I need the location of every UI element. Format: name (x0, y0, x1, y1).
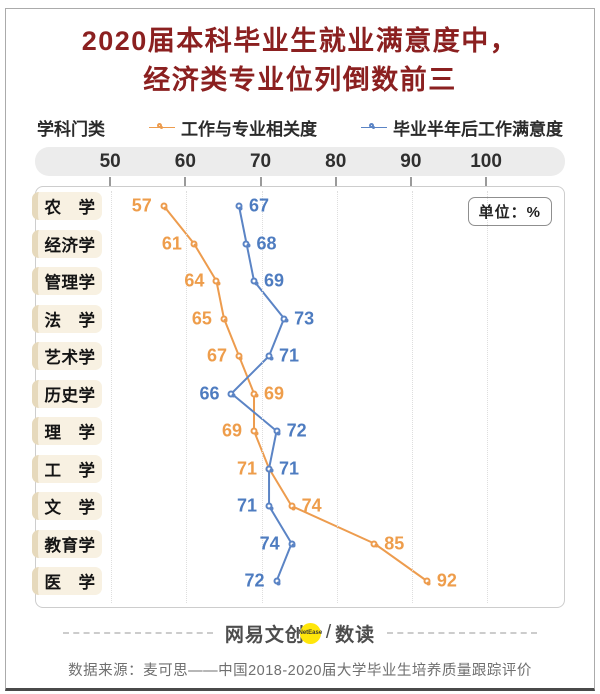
x-axis-tick-label: 50 (99, 151, 121, 172)
satisfaction-value-label: 71 (279, 345, 300, 366)
satisfaction-value-label: 71 (279, 458, 300, 478)
category-pill: 教育学 (32, 529, 102, 558)
x-axis-tick-mark (334, 177, 337, 186)
relevance-value-label: 69 (221, 420, 243, 441)
x-axis-tick-label: 80 (325, 151, 347, 172)
satisfaction-data-point (288, 540, 296, 548)
satisfaction-data-point (265, 352, 274, 360)
satisfaction-value-label: 67 (248, 195, 269, 216)
legend: 学科门类 工作与专业相关度 毕业半年后工作满意度 (37, 114, 563, 140)
x-axis-ticks (35, 176, 565, 186)
relevance-data-point (160, 202, 168, 210)
x-axis-tick-mark (184, 177, 187, 186)
brand-separator: / (325, 622, 333, 643)
blue-series-marker-icon (361, 122, 387, 133)
satisfaction-value-label: 72 (286, 420, 307, 441)
relevance-value-label: 57 (131, 195, 152, 216)
x-axis-tick-mark (485, 177, 488, 186)
category-pill: 理 学 (32, 417, 102, 445)
satisfaction-value-label: 71 (237, 495, 258, 516)
unit-badge: 单位：% (467, 197, 552, 226)
relevance-data-point (235, 352, 243, 360)
footer-brand-row: 网易文创 NetEase / 数读 (0, 620, 600, 646)
satisfaction-data-point (265, 502, 274, 510)
x-axis-bar: 50 60 70 80 90 100 (35, 147, 565, 176)
relevance-value-label: 69 (264, 383, 285, 403)
x-axis-tick-mark (409, 177, 412, 186)
vertical-gridline (336, 191, 338, 603)
dashed-divider-left (62, 632, 213, 634)
netease-yellow-logo-icon: NetEase (299, 622, 322, 644)
satisfaction-data-point (250, 277, 258, 285)
plot-area: 单位：% 农 学经济学管理学法 学艺术学历史学理 学工 学文 学教育学医 学 57… (32, 186, 565, 608)
x-axis-tick-label: 70 (249, 151, 272, 172)
category-pill: 文 学 (32, 492, 102, 520)
satisfaction-data-point (235, 202, 243, 210)
x-axis-tick-label: 60 (174, 151, 196, 172)
relevance-data-point (220, 315, 228, 323)
satisfaction-data-point (227, 390, 236, 398)
category-pill: 农 学 (32, 192, 102, 220)
legend-item-satisfaction: 毕业半年后工作满意度 (361, 115, 563, 140)
satisfaction-data-point (242, 240, 251, 248)
category-pill: 法 学 (32, 304, 102, 333)
relevance-value-label: 64 (184, 270, 205, 291)
chart-title: 2020届本科毕业生就业满意度中， 经济类专业位列倒数前三 (0, 22, 600, 100)
chart-title-line2: 经济类专业位列倒数前三 (143, 65, 457, 95)
orange-series-marker-icon (149, 122, 175, 133)
relevance-data-point (250, 427, 258, 435)
relevance-value-label: 67 (206, 345, 227, 366)
dashed-divider-right (387, 632, 538, 634)
legend-label-satisfaction: 毕业半年后工作满意度 (393, 119, 563, 139)
satisfaction-value-label: 66 (199, 383, 220, 403)
satisfaction-value-label: 72 (244, 570, 265, 591)
legend-item-relevance: 工作与专业相关度 (149, 115, 317, 140)
category-pill: 历史学 (32, 379, 102, 408)
x-axis-tick-label: 100 (470, 151, 502, 172)
data-source-note: 数据来源：麦可思——中国2018-2020届大学毕业生培养质量跟踪评价 (68, 663, 532, 679)
category-axis-label: 学科门类 (37, 119, 105, 139)
relevance-value-label: 85 (384, 533, 405, 553)
satisfaction-value-label: 69 (264, 270, 285, 291)
satisfaction-data-point (273, 577, 281, 585)
category-pill: 管理学 (32, 267, 102, 295)
chart-title-line1: 2020届本科毕业生就业满意度中， (81, 26, 519, 56)
relevance-data-point (288, 502, 296, 510)
vertical-gridline (186, 191, 188, 603)
satisfaction-value-label: 73 (294, 308, 315, 328)
brand-netease-wenchuang: 网易文创 (224, 624, 305, 646)
relevance-value-label: 74 (301, 495, 322, 516)
relevance-value-label: 92 (436, 570, 457, 591)
relevance-data-point (250, 390, 258, 398)
relevance-value-label: 71 (237, 458, 258, 478)
publisher-logo: 网易文创 NetEase / 数读 (225, 620, 375, 647)
satisfaction-value-label: 68 (256, 233, 277, 253)
legend-label-relevance: 工作与专业相关度 (181, 119, 317, 139)
satisfaction-value-label: 74 (259, 533, 280, 553)
relevance-value-label: 61 (161, 233, 182, 253)
x-axis-tick-mark (109, 177, 112, 186)
relevance-data-point (370, 540, 379, 548)
satisfaction-data-point (265, 465, 274, 473)
satisfaction-data-point (273, 427, 281, 435)
relevance-data-point (190, 240, 198, 248)
vertical-gridline (111, 191, 113, 603)
satisfaction-data-point (280, 315, 289, 323)
relevance-value-label: 65 (191, 308, 212, 328)
vertical-gridline (261, 191, 263, 603)
brand-shudu: 数读 (335, 624, 376, 646)
relevance-data-point (423, 577, 431, 585)
category-pill: 经济学 (32, 229, 102, 258)
vertical-gridline (411, 191, 413, 603)
category-pill: 医 学 (32, 567, 102, 595)
x-axis-tick-label: 90 (400, 151, 422, 172)
x-axis-tick-mark (259, 177, 262, 186)
category-pill: 艺术学 (32, 342, 102, 370)
category-pill: 工 学 (32, 454, 102, 483)
vertical-gridline (487, 191, 489, 603)
relevance-data-point (212, 277, 221, 285)
